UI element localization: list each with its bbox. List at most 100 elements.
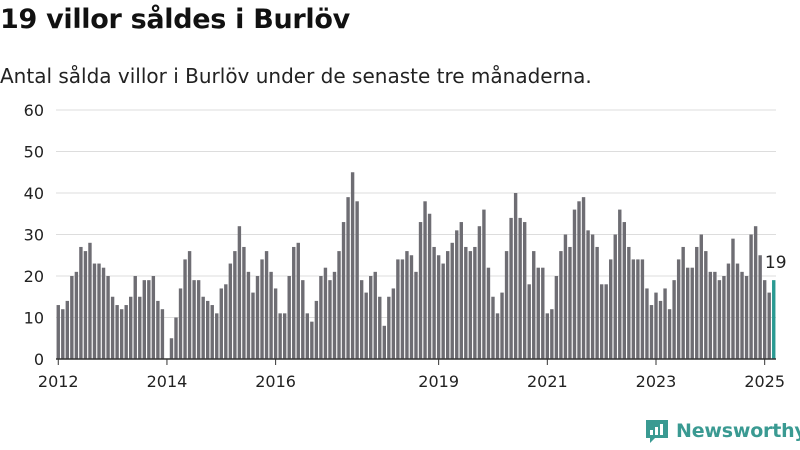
bar[interactable]: [151, 276, 156, 359]
bar[interactable]: [685, 267, 690, 359]
bar[interactable]: [255, 276, 260, 359]
bar[interactable]: [491, 296, 495, 359]
bar[interactable]: [568, 246, 572, 359]
bar[interactable]: [79, 246, 83, 359]
bar[interactable]: [504, 251, 509, 359]
bar[interactable]: [640, 259, 645, 359]
bar[interactable]: [436, 255, 441, 359]
bar[interactable]: [676, 259, 681, 359]
bar[interactable]: [717, 280, 722, 359]
bar[interactable]: [667, 309, 672, 359]
bar[interactable]: [618, 209, 622, 359]
bar[interactable]: [142, 280, 147, 359]
bar[interactable]: [613, 234, 617, 360]
bar[interactable]: [192, 280, 196, 359]
bar[interactable]: [251, 292, 255, 359]
bar[interactable]: [359, 280, 364, 359]
bar[interactable]: [56, 305, 60, 359]
bar[interactable]: [595, 246, 599, 359]
bar[interactable]: [486, 267, 491, 359]
bar[interactable]: [767, 292, 771, 359]
bar[interactable]: [532, 251, 536, 359]
bar[interactable]: [681, 246, 685, 359]
bar[interactable]: [183, 259, 187, 359]
bar[interactable]: [92, 263, 97, 359]
bar[interactable]: [156, 300, 160, 359]
bar[interactable]: [219, 288, 223, 359]
bar[interactable]: [726, 263, 731, 359]
bar[interactable]: [196, 280, 201, 359]
bar[interactable]: [541, 267, 545, 359]
bar[interactable]: [554, 276, 559, 359]
bar[interactable]: [160, 309, 165, 359]
bar[interactable]: [328, 280, 332, 359]
bar[interactable]: [522, 222, 527, 359]
bar[interactable]: [369, 276, 373, 359]
bar[interactable]: [346, 197, 350, 359]
bar[interactable]: [441, 263, 445, 359]
bar[interactable]: [609, 259, 613, 359]
bar[interactable]: [636, 259, 640, 359]
bar[interactable]: [215, 313, 219, 359]
bar[interactable]: [445, 251, 450, 359]
bar[interactable]: [287, 276, 291, 359]
bar[interactable]: [713, 271, 717, 359]
bar[interactable]: [233, 251, 237, 359]
bar[interactable]: [758, 255, 762, 359]
bar[interactable]: [740, 271, 744, 359]
bar[interactable]: [455, 230, 459, 359]
bar[interactable]: [382, 325, 387, 359]
bar[interactable]: [405, 251, 409, 359]
bar[interactable]: [409, 255, 414, 359]
bar[interactable]: [97, 263, 101, 359]
bar[interactable]: [387, 296, 391, 359]
bar[interactable]: [65, 300, 70, 359]
bar[interactable]: [527, 284, 531, 359]
bar[interactable]: [604, 284, 608, 359]
bar[interactable]: [350, 172, 355, 359]
bar[interactable]: [124, 305, 128, 359]
bar[interactable]: [400, 259, 405, 359]
bar[interactable]: [237, 226, 242, 359]
bar[interactable]: [753, 226, 758, 359]
bar[interactable]: [205, 300, 210, 359]
bar[interactable]: [423, 201, 427, 359]
bar[interactable]: [364, 292, 368, 359]
bar[interactable]: [264, 251, 269, 359]
bar[interactable]: [550, 309, 554, 359]
bar[interactable]: [672, 280, 676, 359]
bar[interactable]: [735, 263, 740, 359]
bar[interactable]: [704, 251, 708, 359]
bar[interactable]: [174, 317, 178, 360]
bar[interactable]: [296, 242, 300, 359]
bar[interactable]: [373, 271, 377, 359]
bar[interactable]: [332, 271, 337, 359]
bar[interactable]: [500, 292, 504, 359]
bar[interactable]: [337, 251, 341, 359]
bar[interactable]: [147, 280, 151, 359]
bar[interactable]: [518, 217, 522, 359]
bar[interactable]: [468, 251, 473, 359]
bar[interactable]: [314, 300, 319, 359]
bar[interactable]: [432, 246, 436, 359]
bar[interactable]: [627, 246, 631, 359]
bar[interactable]: [224, 284, 228, 359]
bar[interactable]: [119, 309, 124, 359]
bar[interactable]: [61, 309, 65, 359]
bar[interactable]: [658, 300, 663, 359]
bar[interactable]: [645, 288, 649, 359]
bar-highlight[interactable]: [772, 280, 776, 359]
bar[interactable]: [590, 234, 595, 360]
bar[interactable]: [83, 251, 88, 359]
bar[interactable]: [599, 284, 604, 359]
bar[interactable]: [74, 271, 79, 359]
bar[interactable]: [654, 292, 658, 359]
newsworthy-logo[interactable]: Newsworthy: [644, 418, 800, 444]
bar[interactable]: [509, 217, 513, 359]
bar[interactable]: [133, 276, 137, 359]
bar[interactable]: [418, 222, 423, 359]
bar[interactable]: [545, 313, 550, 359]
bar[interactable]: [663, 288, 667, 359]
bar[interactable]: [301, 280, 305, 359]
bar[interactable]: [482, 209, 486, 359]
